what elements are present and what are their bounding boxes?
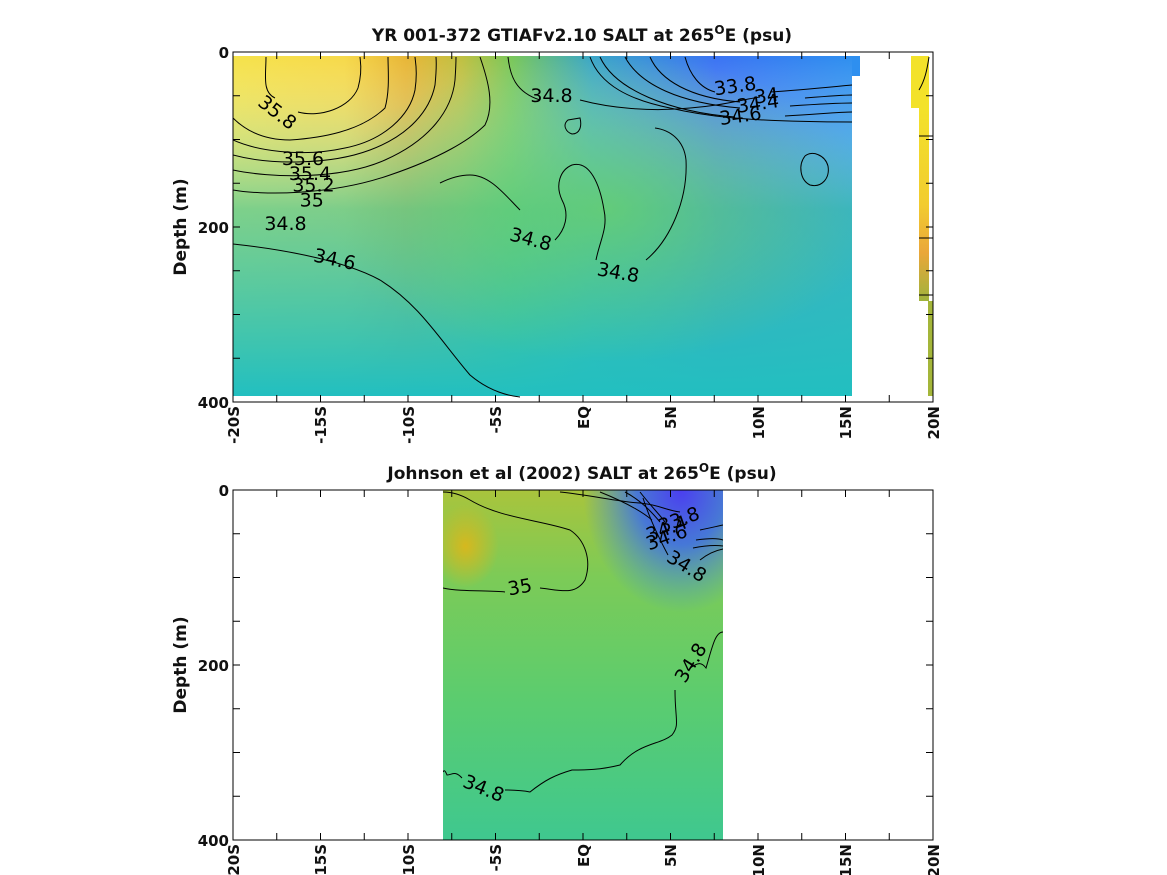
chart-1-x-tick-labels: -20S -15S -10S -5S EQ 5N 10N 15N 20N [225, 406, 943, 444]
x-tick-label: -20S [225, 844, 243, 875]
x-tick-label: -5S [487, 406, 505, 433]
chart-1-y-axis-label: Depth (m) [171, 178, 191, 275]
x-tick-label: 20N [925, 406, 943, 439]
contour-label: 35 [506, 575, 534, 601]
panel-2: Johnson et al (2002) SALT at 265OE (psu)… [171, 461, 943, 875]
y-tick-label: 200 [198, 657, 229, 675]
chart-1-salinity-field [233, 56, 933, 396]
x-tick-label: 15N [837, 406, 855, 439]
y-tick-label: 400 [198, 394, 229, 412]
chart-2-salinity-field [443, 490, 723, 840]
y-tick-label: 400 [198, 832, 229, 850]
chart-2-ticks [232, 489, 934, 841]
contour-label: 35.6 [282, 148, 324, 170]
contour-label: 35.2 [292, 174, 334, 196]
chart-2-contour-lines [443, 491, 723, 793]
panel-1: YR 001-372 GTIAFv2.10 SALT at 265OE (psu… [171, 23, 943, 444]
x-tick-label: -10S [400, 844, 418, 875]
x-tick-label: 10N [750, 844, 768, 875]
chart-1-contour-lines [233, 56, 933, 398]
chart-1-title: YR 001-372 GTIAFv2.10 SALT at 265OE (psu… [371, 23, 792, 46]
y-tick-label: 0 [219, 482, 229, 500]
chart-1-ticks [232, 51, 934, 403]
contour-label: 34.8 [264, 213, 306, 235]
x-tick-label: -20S [225, 406, 243, 444]
contour-label: 35 [300, 189, 324, 211]
contour-label: 34 [753, 84, 780, 109]
x-tick-label: 15N [837, 844, 855, 875]
x-tick-label: 10N [750, 406, 768, 439]
x-tick-label: EQ [575, 406, 593, 429]
chart-2-y-axis-label: Depth (m) [171, 616, 191, 713]
chart-2-title: Johnson et al (2002) SALT at 265OE (psu) [386, 461, 776, 484]
contour-label: 34.8 [530, 85, 572, 107]
x-tick-label: -15S [312, 406, 330, 444]
x-tick-label: 5N [662, 844, 680, 867]
x-tick-label: -10S [400, 406, 418, 444]
y-tick-label: 0 [219, 44, 229, 62]
contour-label: 35.4 [289, 163, 331, 185]
x-tick-label: -5S [487, 844, 505, 871]
y-tick-label: 200 [198, 219, 229, 237]
chart-2-x-tick-labels: -20S -15S -10S -5S EQ 5N 10N 15N 20N [225, 844, 943, 875]
x-tick-label: 20N [925, 844, 943, 875]
x-tick-label: -15S [312, 844, 330, 875]
x-tick-label: 5N [662, 406, 680, 429]
x-tick-label: EQ [575, 844, 593, 867]
